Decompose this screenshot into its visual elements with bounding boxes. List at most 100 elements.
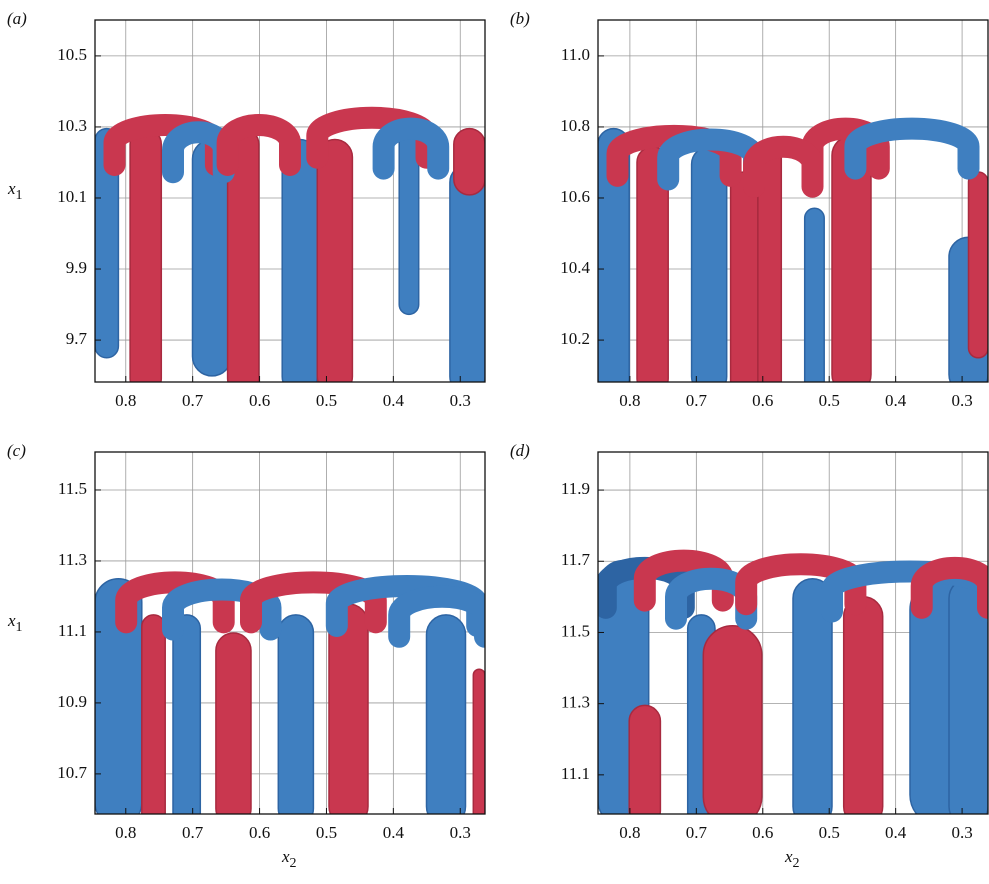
panel: 0.8 0.7 0.6 0.5 0.4 0.3 10.7 10.9 11.1 11.3 11.5 (c… [7,441,486,871]
x-tick-label: 0.3 [450,823,471,842]
y-tick-label: 11.1 [561,764,590,783]
x-tick-label: 0.3 [450,391,471,410]
vortex-leg [425,614,467,814]
y-tick-label: 11.7 [561,550,591,569]
isosurface [95,20,485,382]
vortex-head [844,117,980,180]
vortex-leg [95,127,120,359]
x-tick-label: 0.3 [951,823,972,842]
x-tick-label: 0.8 [619,823,640,842]
isosurface [598,452,988,814]
vortex-head [372,117,450,180]
panel-label: (a) [7,9,27,28]
vortex-head [910,556,988,619]
y-tick-label: 10.8 [560,116,590,135]
frame [597,451,989,815]
vortex-leg [281,138,319,382]
x-tick-label: 0.5 [316,823,337,842]
vortex-leg [628,704,662,814]
vortex-head [162,578,282,641]
panel-label: (b) [510,9,530,28]
y-tick-label: 10.3 [57,116,87,135]
y-axis-label-base: x [7,179,16,198]
y-tick-label: 10.9 [57,692,87,711]
frame [94,451,486,815]
panel-label: (c) [7,441,26,460]
panel: 0.8 0.7 0.6 0.5 0.4 0.3 9.7 9.9 10.1 10.3 10.5 (a) x… [7,9,486,410]
y-tick-label: 11.3 [58,550,87,569]
y-tick-label: 9.9 [66,258,87,277]
x-tick-label: 0.6 [752,391,773,410]
x-axis-label-sub: 2 [290,856,297,871]
vortex-leg [449,164,485,382]
y-tick-label: 10.6 [560,187,590,206]
x-tick-label: 0.7 [182,823,204,842]
vortex-leg [792,577,833,814]
x-tick-label: 0.8 [115,391,136,410]
x-tick-label: 0.7 [686,391,708,410]
x-tick-label: 0.4 [885,823,907,842]
x-tick-label: 0.7 [182,391,204,410]
x-tick-label: 0.8 [619,391,640,410]
x-tick-label: 0.4 [383,391,405,410]
y-tick-label: 11.0 [561,45,590,64]
frame [94,19,486,383]
y-axis-label-sub: 1 [16,620,23,635]
panel-label: (d) [510,441,530,460]
vortex-leg [842,596,884,814]
y-tick-label: 11.9 [561,479,590,498]
vortex-leg [690,145,728,382]
vortex-leg [141,614,166,814]
vortex-leg [598,127,630,382]
vortex-leg [215,632,252,814]
x-tick-label: 0.6 [752,823,773,842]
x-tick-label: 0.5 [819,823,840,842]
vortex-leg [316,138,354,382]
x-axis-label: x2 [281,847,297,871]
x-axis-label-base: x [784,847,793,866]
x-tick-label: 0.4 [885,391,907,410]
vortex-leg [172,614,202,814]
x-tick-label: 0.6 [249,391,270,410]
vortex-head [216,113,301,176]
y-tick-label: 11.3 [561,693,590,712]
x-axis-label: x2 [784,847,800,871]
x-tick-label: 0.5 [316,391,337,410]
vortex-head [743,135,824,198]
y-axis-label-sub: 1 [16,188,23,203]
x-tick-label: 0.5 [819,391,840,410]
vortex-leg [328,603,369,814]
y-tick-label: 11.5 [561,621,590,640]
panel: 0.8 0.7 0.6 0.5 0.4 0.3 10.2 10.4 10.6 10.8 11.0 (b… [510,9,989,410]
y-tick-label: 10.4 [560,258,590,277]
frame [597,19,989,383]
vortex-leg [702,625,763,814]
x-axis-label-sub: 2 [793,856,800,871]
y-axis-label: x1 [7,179,23,203]
vortex-leg [277,614,315,814]
vortex-leg [472,668,485,814]
y-tick-label: 11.1 [58,621,87,640]
y-tick-label: 10.7 [57,763,87,782]
y-axis-label-base: x [7,611,16,630]
x-tick-label: 0.8 [115,823,136,842]
y-tick-label: 9.7 [66,329,88,348]
vortex-leg [729,171,759,382]
x-tick-label: 0.7 [686,823,708,842]
x-tick-label: 0.3 [951,391,972,410]
vortex-leg [129,127,163,382]
vortex-leg [803,207,825,382]
y-tick-label: 10.5 [57,45,87,64]
panel: 0.8 0.7 0.6 0.5 0.4 0.3 11.1 11.3 11.5 11.7 11.9 (d… [510,441,989,871]
vortex-head [388,585,485,648]
y-tick-label: 10.2 [560,329,590,348]
isosurface [95,452,485,814]
isosurface [598,20,988,382]
y-tick-label: 11.5 [58,479,87,498]
x-tick-label: 0.4 [383,823,405,842]
y-axis-label: x1 [7,611,23,635]
y-tick-label: 10.1 [57,187,87,206]
vortex-leg [453,127,485,196]
vortex-leg [967,171,988,359]
